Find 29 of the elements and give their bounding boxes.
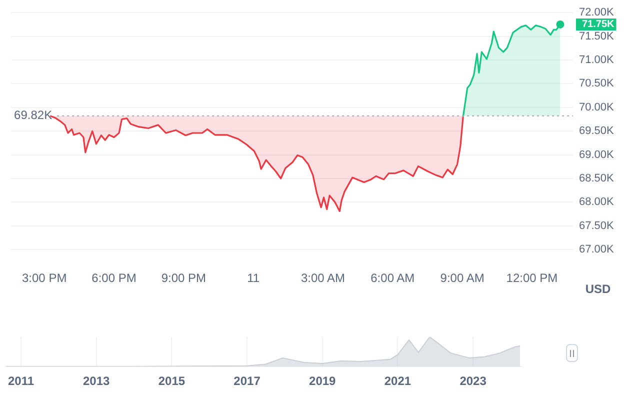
y-tick-label: 67.50K	[579, 220, 615, 232]
x-tick-label: 2019	[309, 374, 336, 388]
x-tick-label: 11	[247, 271, 260, 286]
y-tick-label: 68.50K	[579, 172, 615, 185]
x-tick-label: 2015	[158, 374, 186, 388]
y-tick-label: 70.00K	[579, 101, 615, 114]
y-tick-label: 69.00K	[579, 148, 615, 161]
x-tick-label: 3:00 PM	[22, 271, 67, 286]
x-tick-label: 6:00 AM	[370, 271, 415, 286]
y-tick-label: 71.00K	[579, 54, 615, 66]
y-tick-label: 67.00K	[579, 244, 615, 256]
y-axis-title: USD	[585, 282, 611, 296]
x-tick-label: 9:00 AM	[440, 271, 484, 286]
x-tick-label: 2021	[384, 374, 412, 388]
x-tick-label: 12:00 PM	[506, 271, 558, 286]
x-tick-label: 2023	[460, 374, 487, 388]
x-tick-label: 2011	[8, 374, 34, 388]
y-tick-label: 68.00K	[579, 196, 615, 208]
ref-line-label: 69.82K	[14, 108, 52, 122]
y-tick-label: 70.50K	[579, 78, 615, 90]
y-tick-label: 72.00K	[579, 6, 615, 19]
x-tick-label: 9:00 PM	[161, 271, 206, 286]
x-tick-label: 2017	[234, 374, 261, 388]
x-tick-label: 2013	[83, 374, 110, 388]
annotation: 71.75K	[582, 19, 616, 30]
y-tick-label: 69.50K	[579, 125, 615, 138]
x-tick-label: 6:00 PM	[92, 271, 136, 286]
y-tick-label: 71.50K	[579, 30, 615, 42]
x-tick-label: 3:00 AM	[300, 271, 346, 286]
